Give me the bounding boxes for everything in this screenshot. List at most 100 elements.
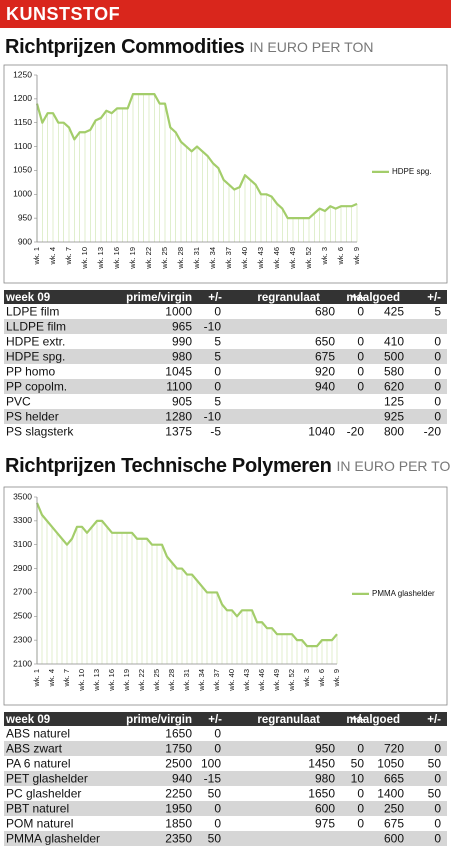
table-cell: 0 [434, 772, 441, 786]
x-tick-label: wk. 34 [208, 247, 217, 270]
x-tick-label: wk. 16 [107, 669, 116, 692]
x-tick-label: wk. 46 [272, 247, 281, 270]
table-cell: PVC [6, 395, 31, 409]
table-cell: PS slagsterk [6, 425, 74, 439]
table-cell: 940 [172, 772, 192, 786]
table-cell: 675 [315, 350, 335, 364]
table-cell: 2500 [165, 757, 192, 771]
x-tick-label: wk. 52 [287, 669, 296, 692]
table-row-bg [4, 394, 447, 409]
table-cell: 940 [315, 380, 335, 394]
table-cell: 680 [315, 305, 335, 319]
x-tick-label: wk. 37 [224, 247, 233, 270]
table-cell: 1950 [165, 802, 192, 816]
x-tick-label: wk. 10 [80, 247, 89, 270]
table-cell: 0 [357, 817, 364, 831]
table-cell: 0 [214, 380, 221, 394]
table-cell: 0 [434, 802, 441, 816]
x-tick-label: wk. 13 [92, 669, 101, 692]
table-cell: -10 [204, 410, 222, 424]
table-cell: -15 [204, 772, 222, 786]
table-cell: 600 [384, 832, 404, 846]
section-title-text: Richtprijzen Commodities [5, 36, 245, 58]
y-tick-label: 2700 [13, 587, 32, 597]
table-cell: 1100 [166, 380, 192, 394]
table-header-cell: regranulaat [257, 714, 320, 726]
x-tick-label: wk. 10 [77, 669, 86, 692]
table-row-bg [4, 726, 447, 741]
table-cell: 2250 [165, 787, 192, 801]
x-tick-label: wk. 16 [112, 247, 121, 270]
x-tick-label: wk. 6 [317, 669, 326, 688]
table-cell: 5 [214, 335, 221, 349]
y-tick-label: 2900 [13, 563, 32, 573]
table-cell: 965 [172, 320, 192, 334]
table-cell: -10 [204, 320, 222, 334]
table-cell: 100 [201, 757, 221, 771]
table-cell: 50 [428, 787, 442, 801]
x-tick-label: wk. 40 [240, 247, 249, 270]
table-cell: 410 [384, 335, 404, 349]
table-cell: 0 [434, 380, 441, 394]
x-tick-label: wk. 43 [256, 247, 265, 270]
x-tick-label: wk. 9 [352, 247, 361, 266]
table-cell: PS helder [6, 410, 59, 424]
table-header-cell: week 09 [5, 714, 50, 726]
table-cell: -20 [347, 425, 365, 439]
table-cell: HDPE extr. [6, 335, 65, 349]
x-tick-label: wk. 40 [227, 669, 236, 692]
table-cell: 0 [434, 350, 441, 364]
table-cell: 0 [357, 335, 364, 349]
table-cell: 0 [357, 365, 364, 379]
table-row-bg [4, 409, 447, 424]
x-tick-label: wk. 4 [48, 247, 57, 266]
table-cell: 425 [384, 305, 404, 319]
table-row-bg [4, 334, 447, 349]
table-cell: 5 [214, 350, 221, 364]
table-row-bg [4, 349, 447, 364]
x-tick-label: wk. 46 [257, 669, 266, 692]
x-tick-label: wk. 9 [332, 669, 341, 688]
table-header-cell: +/- [427, 292, 441, 304]
table-header-cell: prime/virgin [126, 292, 192, 304]
x-tick-label: wk. 22 [137, 669, 146, 692]
table-cell: 125 [384, 395, 404, 409]
table-cell: 1040 [308, 425, 335, 439]
x-tick-label: wk. 52 [304, 247, 313, 270]
table-row-bg [4, 831, 447, 846]
table-cell: 905 [172, 395, 192, 409]
y-tick-label: 900 [18, 236, 32, 246]
table-cell: ABS zwart [6, 742, 63, 756]
x-tick-label: wk. 1 [32, 247, 41, 266]
legend-label: HDPE spg. [392, 167, 432, 176]
x-tick-label: wk. 19 [128, 247, 137, 270]
table-cell: 50 [351, 757, 365, 771]
table-cell: 1000 [165, 305, 192, 319]
table-cell: ABS naturel [6, 727, 70, 741]
table-cell: 950 [315, 742, 335, 756]
table-cell: 675 [384, 817, 404, 831]
x-tick-label: wk. 3 [320, 247, 329, 266]
table-row-bg [4, 741, 447, 756]
x-tick-label: wk. 3 [302, 669, 311, 688]
table-row-bg [4, 756, 447, 771]
table-cell: 0 [214, 365, 221, 379]
table-cell: 1650 [308, 787, 335, 801]
series-line [35, 92, 358, 220]
table-cell: 0 [357, 742, 364, 756]
table-cell: 620 [384, 380, 404, 394]
table-cell: 0 [434, 817, 441, 831]
table-header-cell: maalgoed [346, 292, 400, 304]
table-cell: 0 [434, 742, 441, 756]
table-row-bg [4, 424, 447, 439]
table-cell: 0 [214, 802, 221, 816]
table-cell: 0 [357, 380, 364, 394]
table-cell: LLDPE film [6, 320, 66, 334]
table-cell: 0 [214, 817, 221, 831]
table-cell: 975 [315, 817, 335, 831]
table-cell: LDPE film [6, 305, 59, 319]
table-cell: 1050 [377, 757, 404, 771]
x-tick-label: wk. 28 [176, 247, 185, 270]
table-cell: PMMA glashelder [6, 832, 100, 846]
table-row-bg [4, 319, 447, 334]
